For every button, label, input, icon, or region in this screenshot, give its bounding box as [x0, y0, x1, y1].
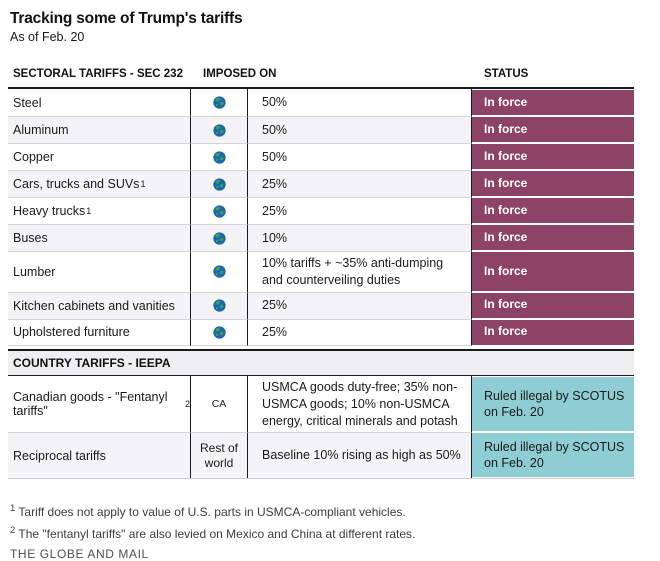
globe-icon	[212, 96, 226, 109]
status-badge: Ruled illegal by SCOTUS on Feb. 20	[472, 433, 634, 478]
status-badge: In force	[472, 225, 634, 250]
status-badge: In force	[472, 144, 634, 169]
table-row: Reciprocal tariffs Rest of world Baselin…	[8, 432, 634, 479]
column-header-sector: SECTORAL TARIFFS - SEC 232	[13, 68, 183, 80]
sector-label: Kitchen cabinets and vanities	[13, 298, 175, 313]
rate-value: Baseline 10% rising as high as 50%	[248, 432, 472, 479]
rate-value: USMCA goods duty-free; 35% non-USMCA goo…	[248, 375, 472, 433]
rate-value: 25%	[248, 197, 472, 224]
rate-value: 25%	[248, 291, 472, 319]
sector-label: Steel	[13, 95, 42, 110]
status-badge: In force	[472, 90, 634, 115]
globe-icon	[212, 204, 226, 218]
sector-label: Aluminum	[13, 123, 69, 137]
table-row: Buses 10% In force	[8, 224, 634, 251]
status-badge: In force	[472, 171, 634, 196]
rate-value: 25%	[248, 170, 472, 197]
table-row: Heavy trucks 1 25% In force	[8, 197, 634, 224]
rate-value: 50%	[248, 89, 472, 116]
status-badge: In force	[472, 292, 634, 318]
rate-value: 10%	[248, 224, 472, 251]
globe-icon	[212, 265, 226, 279]
table-row: Cars, trucks and SUVs 1 25% In force	[8, 170, 634, 197]
globe-icon	[212, 177, 226, 191]
status-badge: Ruled illegal by SCOTUS on Feb. 20	[472, 376, 634, 432]
tariff-table: SECTORAL TARIFFS - SEC 232 IMPOSED ON ST…	[8, 68, 634, 480]
sector-label: Lumber	[13, 264, 56, 279]
table-row: Upholstered furniture 25% In force	[8, 318, 634, 346]
sector-label: Buses	[13, 231, 48, 245]
footnote-2: 2 The "fentanyl tariffs" are also levied…	[10, 524, 416, 541]
page-title: Tracking some of Trump's tariffs	[10, 10, 243, 27]
imposed-on-value: CA	[211, 397, 227, 410]
sector-label: Cars, trucks and SUVs	[13, 177, 140, 191]
rate-value: 10% tariffs + ~35% anti-dumping and coun…	[248, 251, 472, 292]
country-tariff-rows: Canadian goods - "Fentanyl tariffs" 2 CA …	[8, 375, 634, 480]
globe-icon	[212, 326, 226, 339]
table-row: Copper 50% In force	[8, 143, 634, 170]
source-credit: THE GLOBE AND MAIL	[10, 546, 149, 561]
rate-value: 50%	[248, 116, 472, 143]
column-header-status: STATUS	[484, 68, 529, 80]
table-row: Steel 50% In force	[8, 89, 634, 116]
table-row: Kitchen cabinets and vanities 25% In for…	[8, 291, 634, 319]
footnote-1: 1 Tariff does not apply to value of U.S.…	[10, 503, 406, 520]
status-badge: In force	[472, 252, 634, 291]
rate-value: 50%	[248, 143, 472, 170]
imposed-on-value: Rest of world	[199, 440, 238, 470]
sectoral-tariff-rows: Steel 50% In force Aluminum 50% In force…	[8, 89, 634, 346]
footnotes: 1 Tariff does not apply to value of U.S.…	[10, 501, 660, 543]
globe-icon	[212, 231, 226, 245]
globe-icon	[212, 150, 226, 164]
sector-label: Upholstered furniture	[13, 325, 130, 340]
status-badge: In force	[472, 319, 634, 345]
country-tariffs-section-header: COUNTRY TARIFFS - IEEPA	[8, 348, 634, 376]
table-header-row: SECTORAL TARIFFS - SEC 232 IMPOSED ON ST…	[8, 68, 634, 89]
globe-icon	[212, 299, 226, 312]
page-subtitle: As of Feb. 20	[10, 30, 85, 44]
status-badge: In force	[472, 198, 634, 223]
rate-value: 25%	[248, 318, 472, 346]
status-badge: In force	[472, 117, 634, 142]
sector-label: Heavy trucks	[13, 204, 86, 218]
sector-label: Copper	[13, 150, 54, 164]
column-header-imposed-on: IMPOSED ON	[203, 68, 277, 80]
tariff-label: Reciprocal tariffs	[13, 448, 106, 463]
globe-icon	[212, 123, 226, 137]
tariff-label: Canadian goods - "Fentanyl tariffs"	[13, 390, 168, 419]
table-row: Lumber 10% tariffs + ~35% anti-dumping a…	[8, 251, 634, 292]
table-row: Canadian goods - "Fentanyl tariffs" 2 CA …	[8, 375, 634, 433]
table-row: Aluminum 50% In force	[8, 116, 634, 143]
